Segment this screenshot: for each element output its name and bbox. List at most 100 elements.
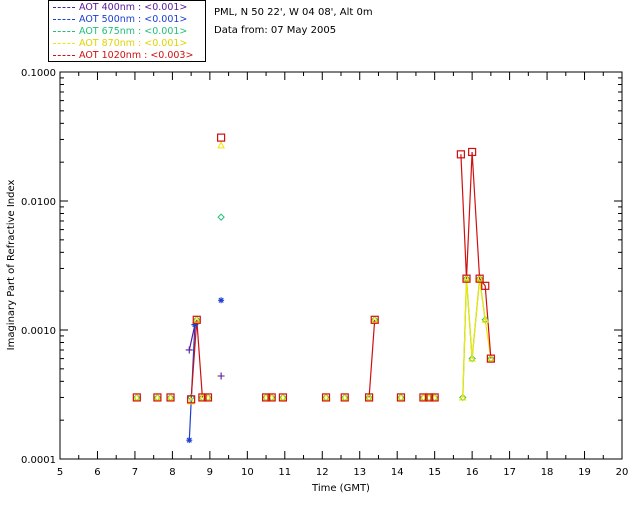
series-3-point bbox=[217, 141, 225, 149]
x-tick-labels: 5 6 7 8 9 10 11 12 13 14 15 16 17 18 19 20 bbox=[57, 467, 629, 478]
x-tick-label: 6 bbox=[94, 467, 100, 478]
series-4-point bbox=[365, 393, 374, 402]
series-4-point bbox=[278, 393, 288, 402]
site-info: PML, N 50 22', W 04 08', Alt 0m bbox=[214, 7, 373, 18]
x-tick-label: 15 bbox=[428, 467, 441, 478]
series-3-point bbox=[132, 393, 141, 401]
legend-entry-870nm: AOT 870nm : <0.001> bbox=[53, 38, 187, 50]
series-4-point bbox=[370, 315, 379, 324]
series-4-point bbox=[486, 354, 495, 363]
series-4-point bbox=[456, 150, 465, 159]
legend-swatch bbox=[53, 55, 75, 56]
series-3-point bbox=[487, 354, 495, 362]
series-4-point bbox=[203, 393, 213, 402]
series-3-point bbox=[481, 315, 490, 323]
series-4-point bbox=[424, 393, 434, 402]
series-4-point bbox=[462, 274, 471, 283]
series-3-point bbox=[458, 393, 467, 401]
series-4-point bbox=[430, 393, 439, 402]
series-3-point bbox=[468, 354, 476, 362]
legend-entry-1020nm: AOT 1020nm : <0.003> bbox=[53, 50, 193, 62]
x-axis-title: Time (GMT) bbox=[311, 483, 370, 494]
series-4-point bbox=[396, 393, 406, 402]
date-info: Data from: 07 May 2005 bbox=[214, 25, 337, 36]
legend-swatch bbox=[53, 31, 75, 32]
series-1-point bbox=[186, 437, 193, 444]
x-tick-label: 12 bbox=[316, 467, 329, 478]
series-2-point bbox=[187, 393, 195, 402]
series-4-point bbox=[132, 393, 141, 402]
series-0-line bbox=[188, 324, 196, 351]
series-lines bbox=[188, 151, 492, 441]
y-tick-label: 0.0100 bbox=[21, 197, 56, 208]
x-tick-label: 8 bbox=[169, 467, 175, 478]
y-tick-labels: 0.0001 0.0010 0.0100 0.1000 bbox=[21, 68, 56, 466]
legend-label: AOT 1020nm : <0.003> bbox=[79, 50, 194, 61]
series-4-point bbox=[321, 393, 331, 402]
legend-label: AOT 400nm : <0.001> bbox=[79, 2, 188, 13]
series-4-line bbox=[190, 319, 203, 400]
series-3-point bbox=[166, 393, 175, 401]
series-3-point bbox=[204, 393, 212, 401]
x-tick-label: 9 bbox=[207, 467, 213, 478]
x-tick-label: 16 bbox=[466, 467, 479, 478]
x-tick-label: 18 bbox=[541, 467, 554, 478]
axis-ticks bbox=[59, 71, 623, 460]
series-4-point bbox=[261, 393, 271, 402]
x-tick-label: 19 bbox=[578, 467, 591, 478]
series-3-point bbox=[365, 393, 373, 401]
series-3-point bbox=[192, 315, 201, 323]
x-tick-label: 13 bbox=[353, 467, 366, 478]
series-0-point bbox=[185, 346, 193, 354]
series-4-point bbox=[198, 393, 207, 402]
series-4-line bbox=[460, 151, 492, 359]
series-4-point bbox=[468, 147, 477, 157]
x-tick-label: 20 bbox=[616, 467, 629, 478]
series-3-point bbox=[340, 393, 349, 401]
series-4-point bbox=[475, 274, 484, 283]
y-tick-label: 0.1000 bbox=[21, 68, 56, 79]
series-3-line bbox=[462, 278, 492, 398]
series-4-point bbox=[192, 315, 201, 324]
series-3-point bbox=[267, 393, 276, 401]
series-3-point bbox=[279, 393, 287, 401]
series-3-point bbox=[475, 274, 484, 282]
series-3-point bbox=[262, 393, 270, 401]
series-3-point bbox=[425, 393, 433, 401]
series-2-point bbox=[217, 213, 225, 221]
series-0-point bbox=[217, 372, 225, 380]
series-4-point bbox=[267, 393, 276, 402]
series-markers bbox=[132, 133, 495, 444]
series-4-point bbox=[187, 395, 196, 404]
series-3-point bbox=[153, 393, 162, 401]
series-4-point bbox=[419, 393, 428, 402]
series-3-point bbox=[198, 393, 207, 401]
series-4-point bbox=[340, 393, 349, 402]
legend-swatch bbox=[53, 7, 75, 8]
y-axis-title: Imaginary Part of Refractive Index bbox=[6, 180, 17, 351]
x-tick-label: 10 bbox=[241, 467, 254, 478]
series-4-line bbox=[368, 319, 376, 398]
series-3-point bbox=[419, 393, 428, 401]
series-3-point bbox=[370, 315, 379, 323]
x-tick-label: 17 bbox=[503, 467, 516, 478]
legend-entry-400nm: AOT 400nm : <0.001> bbox=[53, 2, 187, 14]
series-3-point bbox=[430, 393, 439, 401]
x-tick-label: 5 bbox=[57, 467, 63, 478]
series-4-point bbox=[153, 393, 162, 402]
series-3-point bbox=[187, 397, 195, 405]
legend-swatch bbox=[53, 19, 75, 20]
legend: AOT 400nm : <0.001> AOT 500nm : <0.001> … bbox=[48, 0, 206, 62]
legend-label: AOT 675nm : <0.001> bbox=[79, 26, 188, 37]
series-4-point bbox=[166, 393, 175, 402]
y-tick-label: 0.0001 bbox=[21, 455, 56, 466]
legend-label: AOT 870nm : <0.001> bbox=[79, 38, 188, 49]
x-tick-label: 14 bbox=[391, 467, 404, 478]
series-3-point bbox=[322, 393, 330, 401]
series-1-point bbox=[191, 321, 198, 328]
series-4-point bbox=[481, 281, 490, 290]
legend-entry-675nm: AOT 675nm : <0.001> bbox=[53, 26, 187, 38]
x-tick-label: 11 bbox=[278, 467, 291, 478]
x-tick-label: 7 bbox=[132, 467, 138, 478]
